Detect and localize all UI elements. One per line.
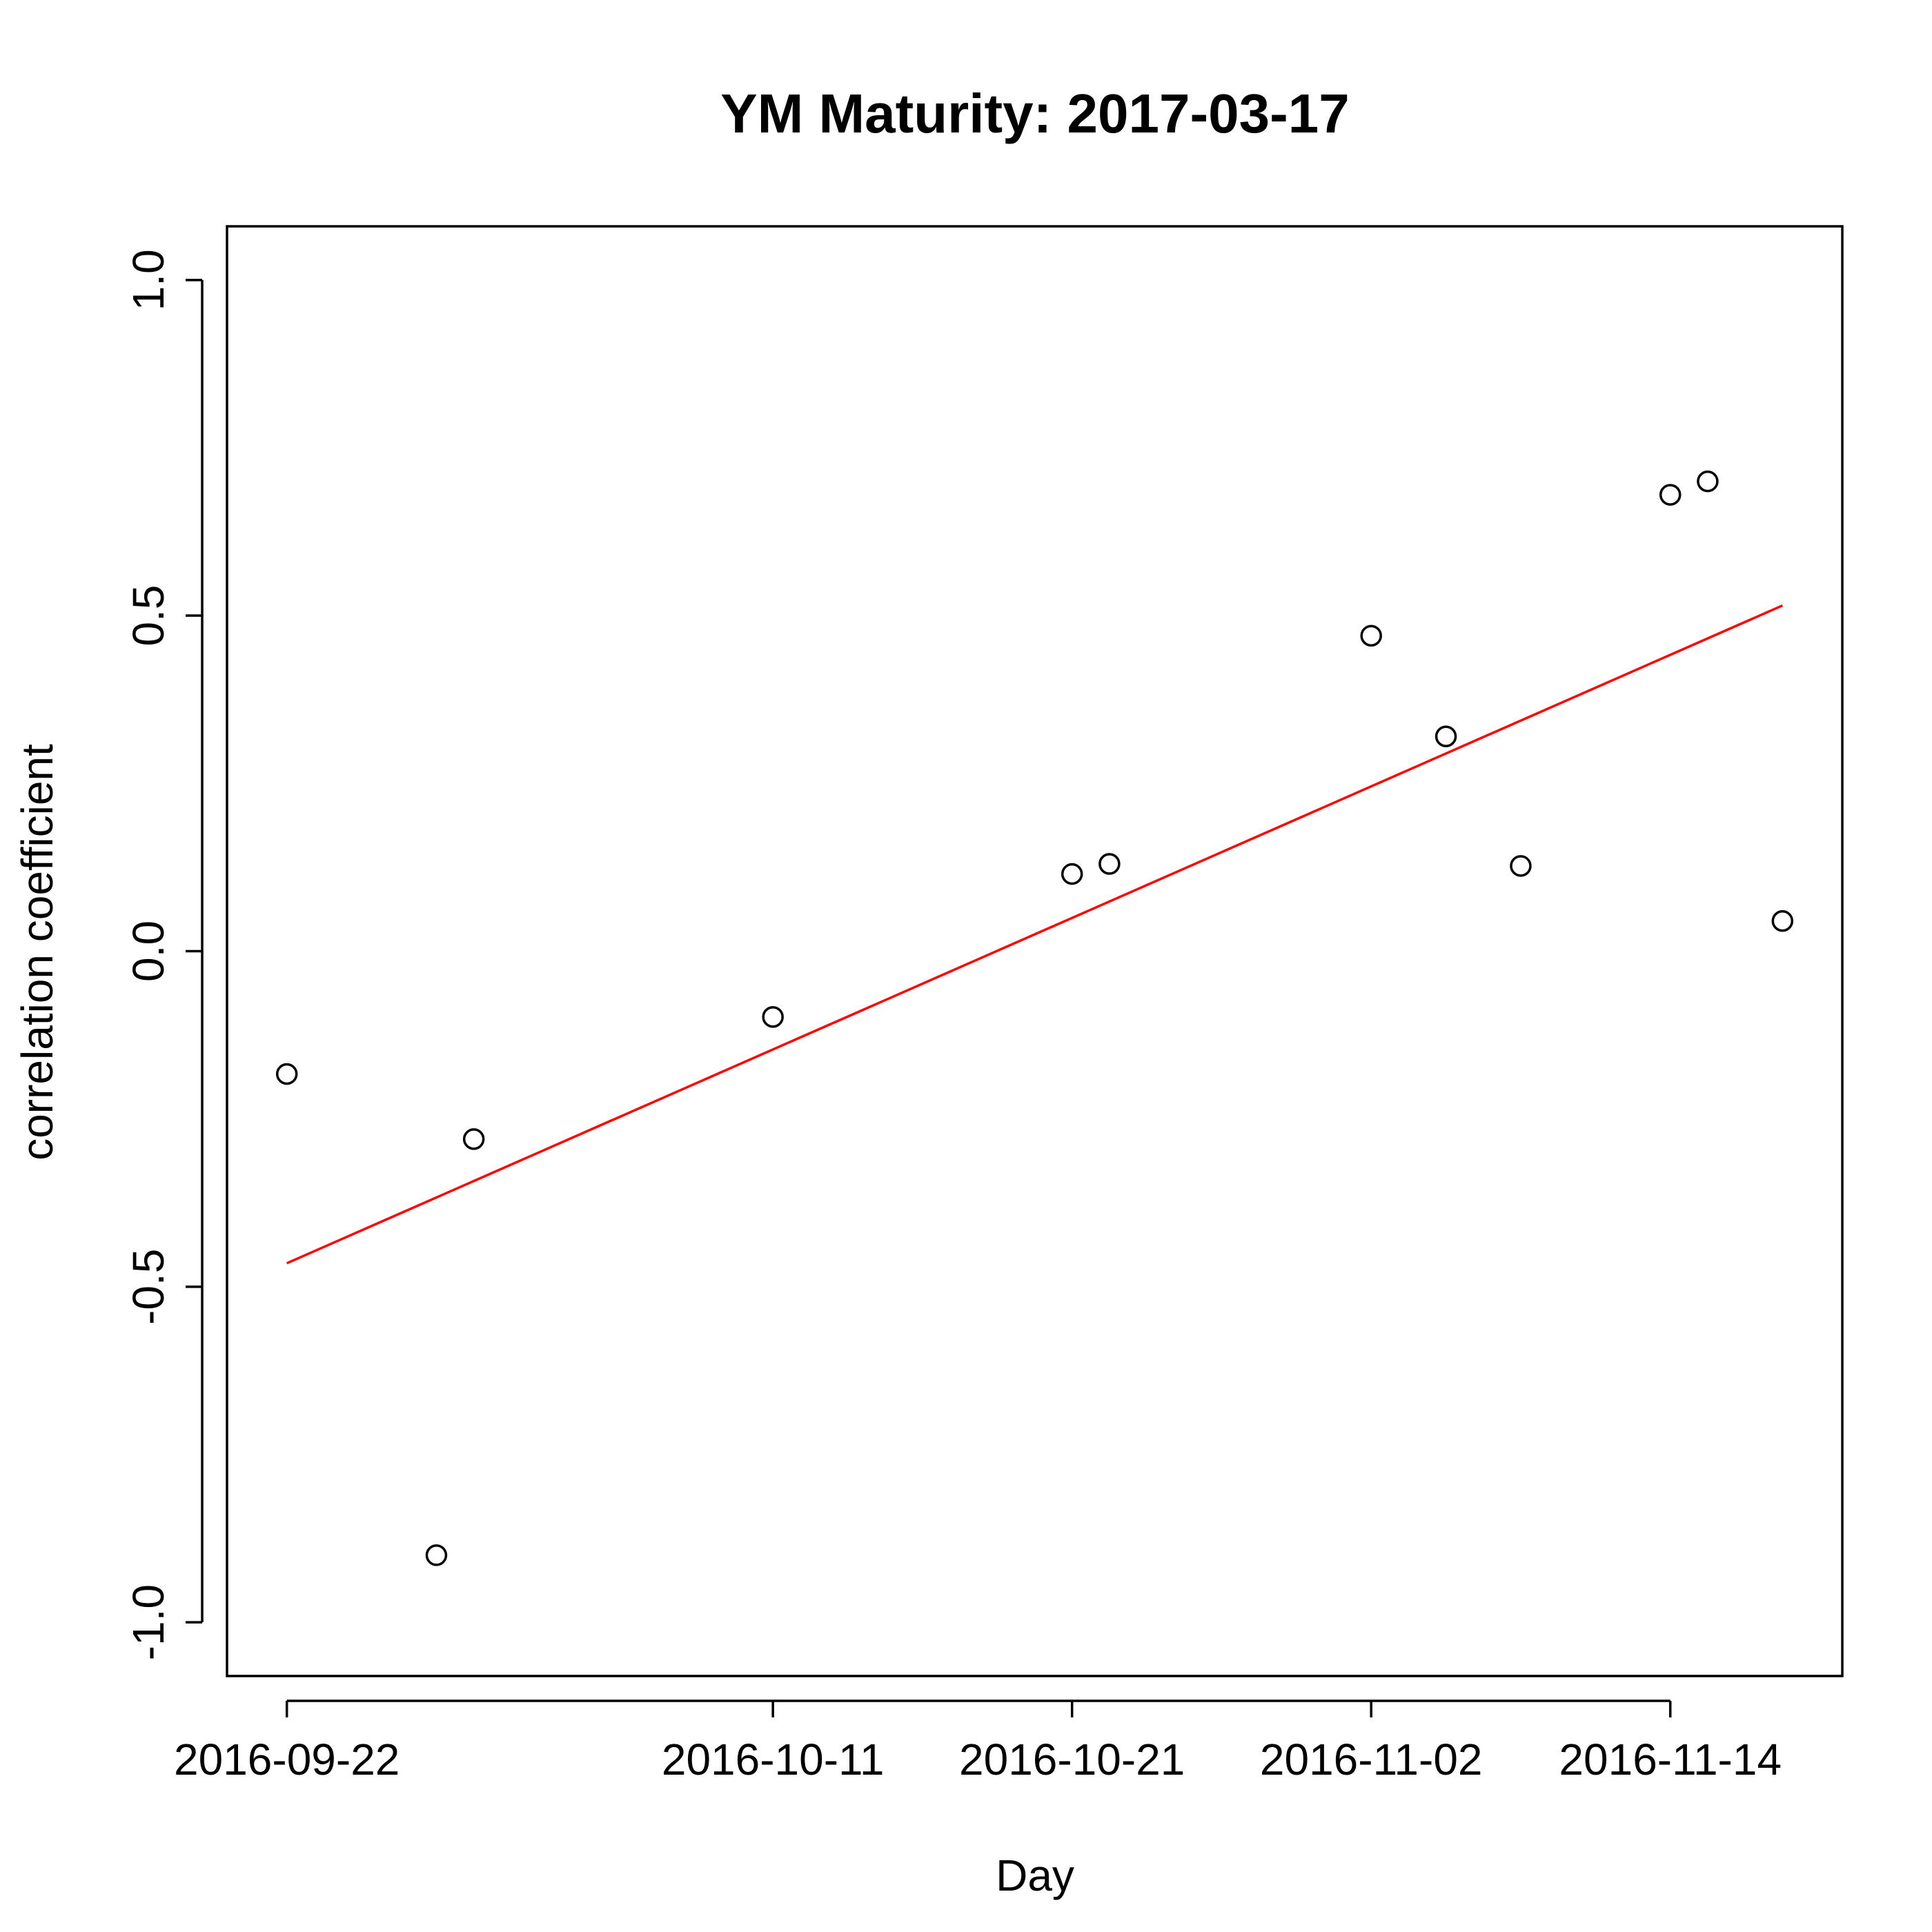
data-point bbox=[1661, 485, 1680, 504]
data-point bbox=[1773, 911, 1792, 931]
y-tick-label: -0.5 bbox=[124, 1249, 173, 1325]
y-tick-label: 0.5 bbox=[124, 585, 173, 647]
plot-frame bbox=[227, 226, 1842, 1676]
data-point bbox=[1437, 727, 1456, 746]
x-tick-label: 2016-10-11 bbox=[662, 1735, 885, 1784]
data-point bbox=[1511, 856, 1530, 876]
data-point bbox=[1100, 854, 1119, 874]
data-point bbox=[277, 1065, 297, 1084]
y-tick-label: 0.0 bbox=[124, 920, 173, 982]
chart-title: YM Maturity: 2017-03-17 bbox=[720, 83, 1349, 144]
data-point bbox=[1063, 865, 1082, 884]
y-tick-label: -1.0 bbox=[124, 1584, 173, 1660]
x-tick-label: 2016-09-22 bbox=[174, 1735, 400, 1784]
x-tick-label: 2016-10-21 bbox=[959, 1735, 1185, 1784]
fit-line bbox=[287, 606, 1783, 1263]
data-point bbox=[1698, 472, 1717, 491]
y-axis: -1.0 -0.5 0.0 0.5 1.0 bbox=[124, 249, 202, 1660]
x-tick-label: 2016-11-02 bbox=[1260, 1735, 1483, 1784]
y-tick-label: 1.0 bbox=[124, 249, 173, 310]
y-axis-label: correlation coefficient bbox=[12, 744, 62, 1161]
data-point bbox=[464, 1130, 484, 1149]
data-point bbox=[1361, 626, 1381, 645]
x-tick-label: 2016-11-14 bbox=[1559, 1735, 1782, 1784]
x-axis-label: Day bbox=[996, 1851, 1074, 1900]
data-point bbox=[763, 1007, 782, 1027]
data-point bbox=[426, 1546, 446, 1565]
x-axis: 2016-09-22 2016-10-11 2016-10-21 2016-11-02… bbox=[174, 1701, 1782, 1784]
points-layer bbox=[277, 472, 1793, 1565]
fit-line-layer bbox=[287, 606, 1783, 1263]
